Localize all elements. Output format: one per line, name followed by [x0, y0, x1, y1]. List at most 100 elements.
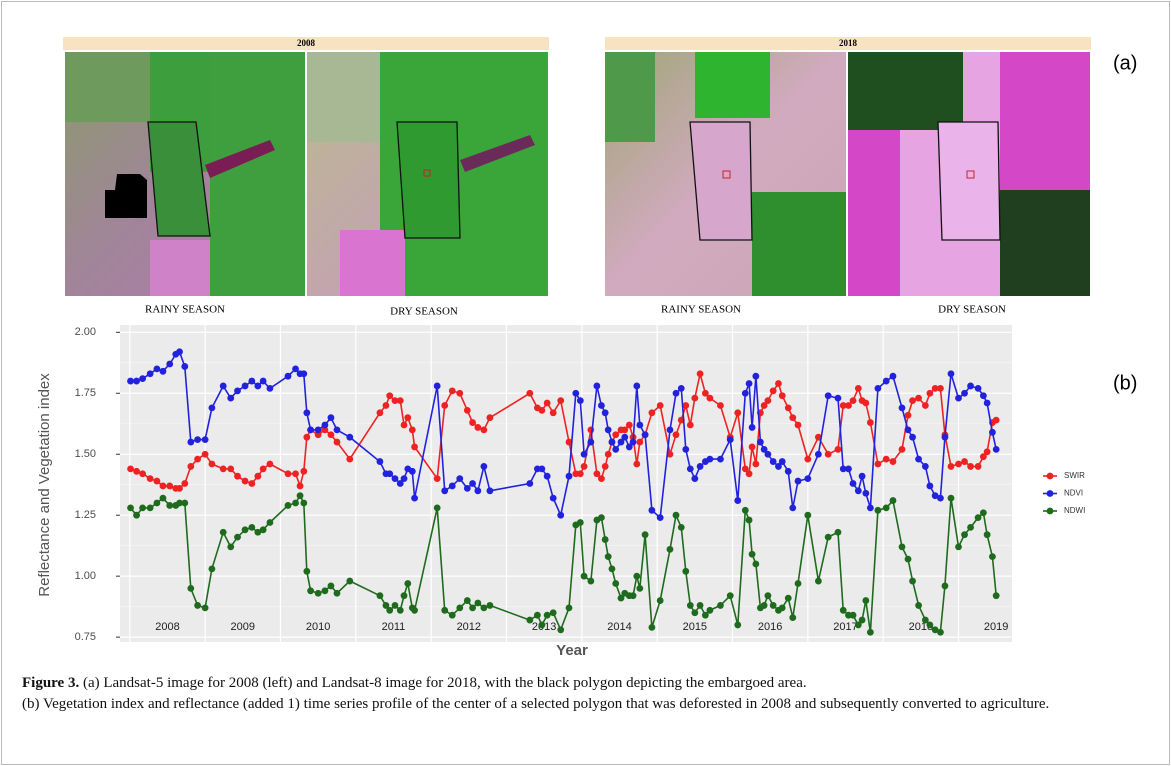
data-point — [538, 406, 546, 414]
data-point — [127, 465, 134, 473]
data-point — [153, 365, 161, 373]
season-label: RAINY SEASON — [145, 304, 225, 316]
data-point — [648, 506, 656, 514]
data-point — [904, 426, 912, 434]
data-point — [549, 409, 557, 417]
data-point — [617, 438, 625, 446]
data-point — [284, 470, 292, 478]
data-point — [937, 494, 944, 502]
year-label: 2018 — [839, 38, 858, 48]
data-point — [463, 597, 471, 604]
data-point — [741, 465, 749, 473]
data-point — [839, 465, 847, 473]
data-point — [604, 426, 612, 434]
data-point — [748, 424, 756, 431]
data-point — [266, 519, 274, 526]
data-point — [937, 628, 944, 636]
satellite-image — [848, 52, 1090, 296]
data-point — [734, 497, 742, 504]
data-point — [734, 621, 742, 629]
data-point — [538, 465, 546, 473]
data-point — [625, 443, 633, 451]
data-point — [955, 543, 962, 551]
data-point — [666, 426, 674, 434]
data-point — [617, 594, 625, 602]
data-point — [677, 523, 685, 531]
data-point — [259, 526, 267, 534]
data-point — [565, 438, 573, 446]
data-point — [396, 480, 404, 487]
data-point — [752, 460, 760, 468]
data-point — [915, 602, 922, 609]
data-point — [254, 382, 262, 390]
data-point — [909, 397, 916, 404]
data-point — [526, 616, 534, 624]
data-point — [926, 621, 934, 629]
data-point — [321, 421, 329, 429]
data-point — [608, 438, 616, 446]
data-point — [400, 421, 408, 429]
data-point — [400, 475, 408, 483]
satellite-image — [605, 52, 846, 296]
data-point — [259, 465, 267, 473]
data-point — [469, 480, 476, 487]
data-point — [181, 480, 189, 487]
data-point — [333, 438, 341, 446]
data-point — [794, 421, 802, 429]
data-point — [486, 602, 494, 609]
data-point — [391, 602, 399, 609]
data-point — [433, 475, 441, 483]
data-point — [784, 467, 792, 475]
x-tick-label: 2008 — [155, 621, 179, 633]
data-point — [549, 494, 557, 502]
data-point — [636, 584, 644, 592]
legend-marker — [1046, 507, 1054, 515]
data-point — [784, 404, 792, 412]
data-point — [686, 421, 694, 429]
data-point — [866, 628, 874, 636]
satellite-image — [65, 52, 305, 296]
data-point — [839, 402, 847, 409]
data-point — [992, 445, 1000, 453]
data-point — [474, 487, 482, 495]
data-point — [463, 484, 471, 492]
data-point — [666, 545, 674, 553]
data-point — [176, 499, 183, 507]
data-point — [248, 480, 256, 487]
data-point — [701, 389, 709, 397]
data-point — [760, 402, 768, 409]
data-point — [587, 577, 595, 585]
data-point — [565, 472, 573, 480]
data-point — [187, 438, 195, 446]
data-point — [889, 497, 897, 504]
data-point — [469, 604, 476, 612]
data-point — [764, 450, 772, 458]
x-tick-label: 2010 — [306, 621, 330, 633]
header-bar — [605, 37, 1091, 50]
data-point — [686, 602, 694, 609]
data-point — [834, 528, 842, 536]
data-point — [866, 419, 874, 426]
data-point — [300, 370, 308, 378]
data-point — [321, 587, 329, 595]
data-point — [656, 402, 664, 409]
data-point — [396, 606, 404, 614]
data-point — [882, 504, 890, 512]
data-point — [181, 499, 189, 507]
data-point — [346, 577, 354, 585]
data-point — [849, 397, 857, 404]
data-point — [303, 433, 311, 441]
data-point — [386, 392, 394, 400]
data-point — [146, 504, 154, 512]
data-point — [176, 348, 183, 356]
data-point — [234, 533, 241, 541]
data-point — [153, 477, 161, 485]
data-point — [789, 414, 797, 422]
data-point — [543, 399, 551, 407]
data-point — [448, 611, 456, 619]
data-point — [794, 477, 802, 485]
data-point — [292, 365, 299, 373]
data-point — [486, 414, 494, 422]
data-point — [726, 592, 734, 600]
data-point — [400, 592, 408, 600]
